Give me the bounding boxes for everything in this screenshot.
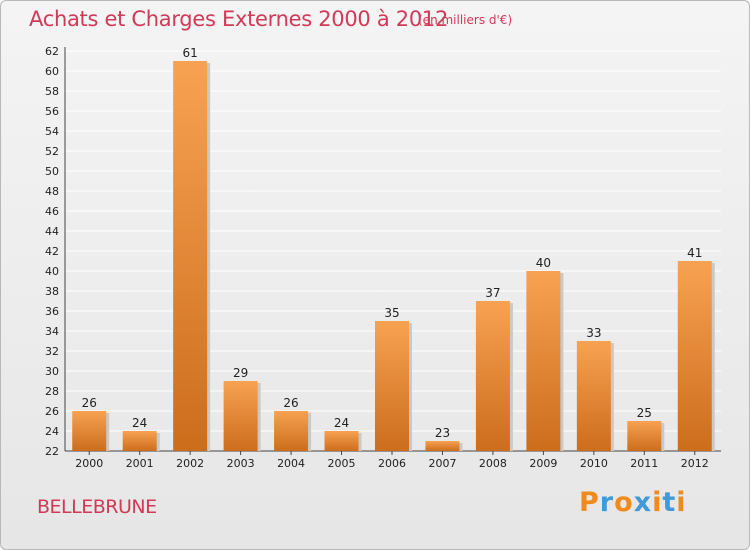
y-tick-label: 38 xyxy=(45,285,59,298)
logo-letter: x xyxy=(633,487,653,518)
bar xyxy=(72,411,107,451)
y-tick-label: 24 xyxy=(45,425,59,438)
x-tick-label: 2005 xyxy=(328,457,356,470)
y-tick-label: 60 xyxy=(45,65,59,78)
bar xyxy=(425,441,460,451)
bar-value-label: 40 xyxy=(536,256,551,270)
x-tick-label: 2003 xyxy=(227,457,255,470)
bar-value-label: 26 xyxy=(82,396,97,410)
bar-value-label: 24 xyxy=(334,416,349,430)
bar xyxy=(475,301,510,451)
commune-name: BELLEBRUNE xyxy=(37,496,157,518)
bar-value-label: 41 xyxy=(687,246,702,260)
x-tick-label: 2006 xyxy=(378,457,406,470)
y-tick-label: 62 xyxy=(45,45,59,58)
bar xyxy=(274,411,309,451)
logo-letter: t xyxy=(662,487,677,518)
logo-letter: i xyxy=(676,487,687,518)
y-tick-label: 22 xyxy=(45,445,59,458)
y-tick-label: 32 xyxy=(45,345,59,358)
x-tick-label: 2010 xyxy=(580,457,608,470)
bars: 26 24 61 29 26 24 35 23 37 40 33 25 41 xyxy=(72,46,715,451)
x-tick-label: 2001 xyxy=(126,457,154,470)
y-tick-label: 44 xyxy=(45,225,59,238)
y-tick-label: 46 xyxy=(45,205,59,218)
bar xyxy=(375,321,409,451)
bar-value-label: 33 xyxy=(586,326,601,340)
bar-value-label: 37 xyxy=(485,286,500,300)
bar xyxy=(324,431,359,451)
bar xyxy=(526,271,561,451)
bar xyxy=(173,61,208,451)
bar-value-label: 29 xyxy=(233,366,248,380)
y-tick-label: 54 xyxy=(45,125,59,138)
y-tick-label: 28 xyxy=(45,385,59,398)
axes: 22 24 26 28 30 32 34 36 38 40 42 44 46 48 50 52 54 56 58 60… xyxy=(45,45,721,470)
x-tick-label: 2007 xyxy=(428,457,456,470)
y-tick-label: 50 xyxy=(45,165,59,178)
y-tick-label: 34 xyxy=(45,325,59,338)
logo-letter: P xyxy=(579,487,600,518)
bar-value-label: 24 xyxy=(132,416,147,430)
logo-letter: r xyxy=(599,487,615,518)
x-tick-label: 2009 xyxy=(529,457,557,470)
bar-value-label: 23 xyxy=(435,426,450,440)
bar xyxy=(122,431,157,451)
y-tick-label: 26 xyxy=(45,405,59,418)
y-tick-label: 36 xyxy=(45,305,59,318)
chart-title: Achats et Charges Externes 2000 à 2012 xyxy=(29,7,449,31)
y-tick-label: 40 xyxy=(45,265,59,278)
bar-value-label: 61 xyxy=(183,46,198,60)
bar-value-label: 25 xyxy=(637,406,652,420)
x-tick-label: 2011 xyxy=(630,457,658,470)
y-tick-label: 58 xyxy=(45,85,59,98)
y-tick-label: 30 xyxy=(45,365,59,378)
bar-value-label: 35 xyxy=(384,306,399,320)
x-tick-label: 2000 xyxy=(75,457,103,470)
bar xyxy=(576,341,611,451)
bar xyxy=(223,381,258,451)
proxiti-logo: Proxiti xyxy=(579,487,687,518)
x-tick-label: 2008 xyxy=(479,457,507,470)
bar xyxy=(627,421,662,451)
y-tick-label: 56 xyxy=(45,105,59,118)
y-tick-label: 42 xyxy=(45,245,59,258)
chart-unit: (en milliers d'€) xyxy=(418,13,513,27)
y-tick-label: 48 xyxy=(45,185,59,198)
bar xyxy=(677,261,712,451)
x-tick-label: 2002 xyxy=(176,457,204,470)
logo-letter: o xyxy=(614,487,634,518)
logo-letter: i xyxy=(652,487,663,518)
bar-value-label: 26 xyxy=(283,396,298,410)
y-tick-label: 52 xyxy=(45,145,59,158)
x-tick-label: 2004 xyxy=(277,457,305,470)
x-tick-label: 2012 xyxy=(681,457,709,470)
